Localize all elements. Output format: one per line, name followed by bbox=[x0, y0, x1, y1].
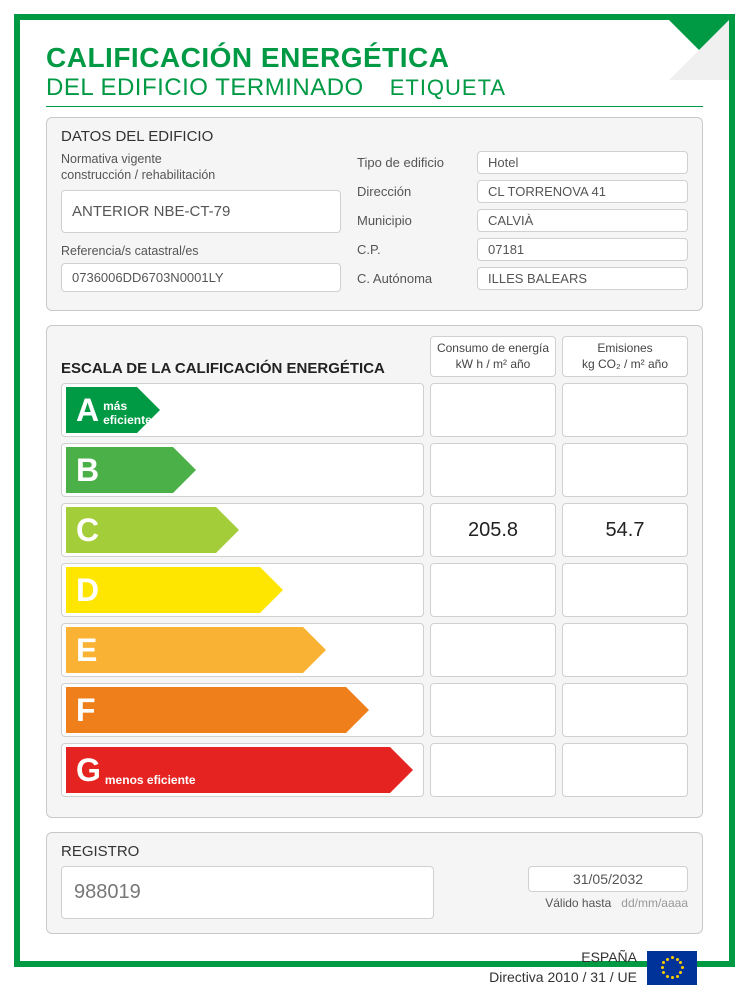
arrow-cell: Amás eficiente bbox=[61, 383, 424, 437]
title-divider bbox=[46, 106, 703, 107]
consumo-value bbox=[430, 383, 556, 437]
arrow-cell: D bbox=[61, 563, 424, 617]
arrow-cell: C bbox=[61, 503, 424, 557]
datos-row-value: ILLES BALEARS bbox=[477, 267, 688, 290]
escala-row: E bbox=[61, 623, 688, 677]
datos-row: Dirección CL TORRENOVA 41 bbox=[357, 180, 688, 203]
footer-directive: Directiva 2010 / 31 / UE bbox=[489, 968, 637, 988]
consumo-value: 205.8 bbox=[430, 503, 556, 557]
emisiones-value bbox=[562, 623, 688, 677]
registro-numero: 988019 bbox=[61, 866, 434, 919]
registro-panel: REGISTRO 988019 31/05/2032 Válido hasta … bbox=[46, 832, 703, 934]
rating-letter: G bbox=[76, 752, 101, 789]
col-emisiones-header: Emisiones kg CO₂ / m² año bbox=[562, 336, 688, 377]
datos-title: DATOS DEL EDIFICIO bbox=[61, 128, 688, 145]
consumo-value bbox=[430, 563, 556, 617]
normativa-label: Normativa vigente bbox=[61, 151, 341, 167]
arrow-cell: B bbox=[61, 443, 424, 497]
datos-row-label: Municipio bbox=[357, 213, 467, 228]
consumo-value bbox=[430, 443, 556, 497]
consumo-value bbox=[430, 623, 556, 677]
emisiones-value bbox=[562, 443, 688, 497]
emisiones-value: 54.7 bbox=[562, 503, 688, 557]
consumo-value bbox=[430, 683, 556, 737]
datos-row-value: CL TORRENOVA 41 bbox=[477, 180, 688, 203]
referencia-label: Referencia/s catastral/es bbox=[61, 243, 341, 259]
datos-row-value: Hotel bbox=[477, 151, 688, 174]
rating-arrow-G: Gmenos eficiente bbox=[66, 747, 413, 793]
escala-row: B bbox=[61, 443, 688, 497]
rating-letter: B bbox=[76, 452, 99, 489]
menos-eficiente-label: menos eficiente bbox=[105, 773, 196, 793]
normativa-value: ANTERIOR NBE-CT-79 bbox=[61, 190, 341, 233]
escala-row: Gmenos eficiente bbox=[61, 743, 688, 797]
datos-row: C.P. 07181 bbox=[357, 238, 688, 261]
footer: ESPAÑA Directiva 2010 / 31 / UE bbox=[46, 948, 703, 987]
etiqueta-label: ETIQUETA bbox=[390, 75, 506, 101]
rating-arrow-B: B bbox=[66, 447, 196, 493]
rating-letter: D bbox=[76, 572, 99, 609]
emisiones-value bbox=[562, 683, 688, 737]
rating-letter: A bbox=[76, 392, 99, 429]
mas-eficiente-label: más eficiente bbox=[103, 399, 160, 433]
consumo-value bbox=[430, 743, 556, 797]
datos-row: Tipo de edificio Hotel bbox=[357, 151, 688, 174]
rating-letter: F bbox=[76, 692, 96, 729]
eu-flag-icon bbox=[647, 951, 697, 985]
rating-arrow-D: D bbox=[66, 567, 283, 613]
arrow-cell: Gmenos eficiente bbox=[61, 743, 424, 797]
datos-row-label: Dirección bbox=[357, 184, 467, 199]
normativa-sublabel: construcción / rehabilitación bbox=[61, 167, 341, 183]
escala-row: F bbox=[61, 683, 688, 737]
arrow-cell: E bbox=[61, 623, 424, 677]
escala-row: D bbox=[61, 563, 688, 617]
col-consumo-header: Consumo de energía kW h / m² año bbox=[430, 336, 556, 377]
emisiones-value bbox=[562, 563, 688, 617]
certificate-frame: CALIFICACIÓN ENERGÉTICA DEL EDIFICIO TER… bbox=[14, 14, 735, 967]
title-block: CALIFICACIÓN ENERGÉTICA DEL EDIFICIO TER… bbox=[46, 42, 703, 107]
emisiones-value bbox=[562, 383, 688, 437]
title-line-2: DEL EDIFICIO TERMINADO bbox=[46, 74, 364, 102]
rating-arrow-E: E bbox=[66, 627, 326, 673]
datos-row-label: Tipo de edificio bbox=[357, 155, 467, 170]
escala-title: ESCALA DE LA CALIFICACIÓN ENERGÉTICA bbox=[61, 360, 424, 377]
rating-arrow-A: Amás eficiente bbox=[66, 387, 160, 433]
arrow-cell: F bbox=[61, 683, 424, 737]
datos-row-value: CALVIÀ bbox=[477, 209, 688, 232]
datos-row-value: 07181 bbox=[477, 238, 688, 261]
datos-row: Municipio CALVIÀ bbox=[357, 209, 688, 232]
rating-letter: E bbox=[76, 632, 97, 669]
valido-hasta: Válido hasta dd/mm/aaaa bbox=[448, 896, 688, 910]
title-line-1: CALIFICACIÓN ENERGÉTICA bbox=[46, 42, 703, 74]
corner-fold-decoration bbox=[669, 20, 729, 80]
datos-row-label: C.P. bbox=[357, 242, 467, 257]
registro-title: REGISTRO bbox=[61, 843, 688, 860]
rating-letter: C bbox=[76, 512, 99, 549]
rating-arrow-F: F bbox=[66, 687, 369, 733]
escala-panel: ESCALA DE LA CALIFICACIÓN ENERGÉTICA Con… bbox=[46, 325, 703, 818]
rating-arrow-C: C bbox=[66, 507, 239, 553]
escala-row: C 205.854.7 bbox=[61, 503, 688, 557]
datos-row-label: C. Autónoma bbox=[357, 271, 467, 286]
registro-fecha: 31/05/2032 bbox=[528, 866, 688, 892]
escala-row: Amás eficiente bbox=[61, 383, 688, 437]
emisiones-value bbox=[562, 743, 688, 797]
footer-country: ESPAÑA bbox=[489, 948, 637, 968]
datos-panel: DATOS DEL EDIFICIO Normativa vigente con… bbox=[46, 117, 703, 311]
referencia-value: 0736006DD6703N0001LY bbox=[61, 263, 341, 292]
datos-row: C. Autónoma ILLES BALEARS bbox=[357, 267, 688, 290]
